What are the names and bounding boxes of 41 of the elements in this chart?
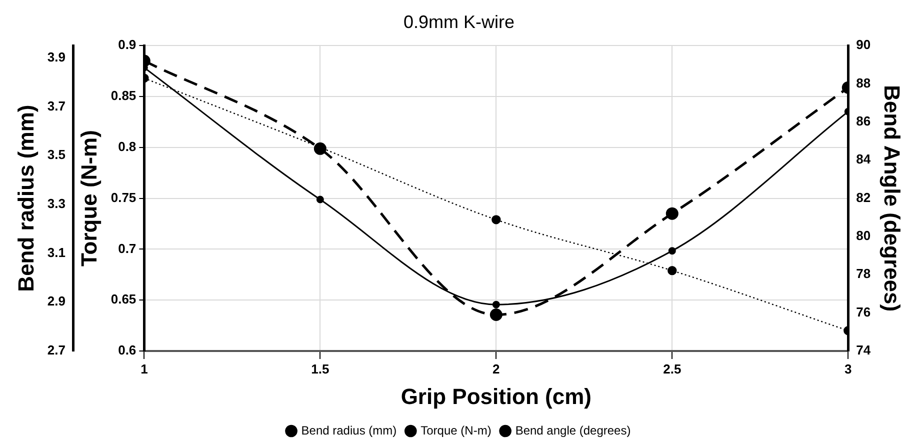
y2-tick-label: 90 bbox=[856, 37, 871, 52]
y3-tick-label: 2.9 bbox=[47, 294, 66, 309]
y3-tick-label: 3.5 bbox=[47, 147, 66, 162]
y3-tick-label: 2.7 bbox=[47, 342, 66, 358]
y2-tick-label: 80 bbox=[856, 228, 871, 244]
y2-tick-label: 86 bbox=[856, 114, 871, 129]
legend-label: Bend radius (mm) bbox=[301, 423, 397, 438]
y2-tick-label: 84 bbox=[856, 152, 872, 167]
point bbox=[490, 308, 502, 321]
x-tick-label: 2.5 bbox=[663, 361, 682, 376]
legend-label: Torque (N-m) bbox=[420, 423, 492, 438]
x-tick-label: 1.5 bbox=[311, 361, 330, 376]
y3-tick-label: 3.3 bbox=[47, 196, 66, 211]
y-tick-label: 0.75 bbox=[110, 190, 136, 205]
x-tick-label: 3 bbox=[844, 361, 852, 376]
x-tick-label: 1 bbox=[140, 361, 148, 376]
y2-tick-label: 78 bbox=[856, 266, 871, 282]
y-tick-label: 0.6 bbox=[118, 342, 136, 358]
x-axis-title: Grip Position (cm) bbox=[400, 384, 592, 409]
y3-axis-title: Bend radius (mm) bbox=[13, 104, 38, 292]
legend-label: Bend angle (degrees) bbox=[515, 423, 631, 438]
y2-tick-label: 88 bbox=[856, 75, 871, 90]
y3-tick-label: 3.1 bbox=[47, 244, 66, 260]
y2-tick-label: 76 bbox=[856, 304, 871, 320]
point bbox=[668, 247, 676, 255]
x-tick-label: 2 bbox=[492, 361, 500, 376]
y2-axis-title: Bend Angle (degrees) bbox=[880, 85, 905, 312]
y3-tick-label: 3.7 bbox=[47, 98, 66, 114]
chart-title: 0.9mm K-wire bbox=[403, 12, 515, 32]
y-tick-label: 0.9 bbox=[118, 37, 136, 52]
y-tick-label: 0.85 bbox=[110, 88, 136, 104]
y-axis-title: Torque (N-m) bbox=[76, 130, 102, 267]
y3-tick-label: 3.9 bbox=[47, 49, 66, 64]
y-tick-label: 0.7 bbox=[118, 240, 136, 256]
y2-tick-label: 74 bbox=[856, 342, 872, 358]
point bbox=[666, 207, 678, 220]
y-tick-label: 0.65 bbox=[110, 292, 136, 307]
y-tick-label: 0.8 bbox=[118, 138, 136, 154]
y2-tick-label: 82 bbox=[856, 190, 871, 205]
point bbox=[492, 300, 500, 308]
point bbox=[316, 196, 324, 204]
